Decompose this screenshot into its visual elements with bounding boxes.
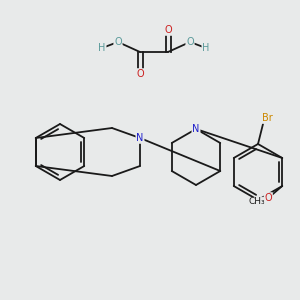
Text: O: O: [186, 37, 194, 47]
Text: H: H: [98, 43, 106, 53]
Text: CH₃: CH₃: [248, 197, 265, 206]
Text: Br: Br: [262, 113, 272, 123]
Text: O: O: [136, 69, 144, 79]
Text: H: H: [202, 43, 210, 53]
Text: O: O: [264, 193, 272, 203]
Text: O: O: [164, 25, 172, 35]
Text: N: N: [136, 133, 144, 143]
Text: O: O: [114, 37, 122, 47]
Text: N: N: [192, 124, 200, 134]
